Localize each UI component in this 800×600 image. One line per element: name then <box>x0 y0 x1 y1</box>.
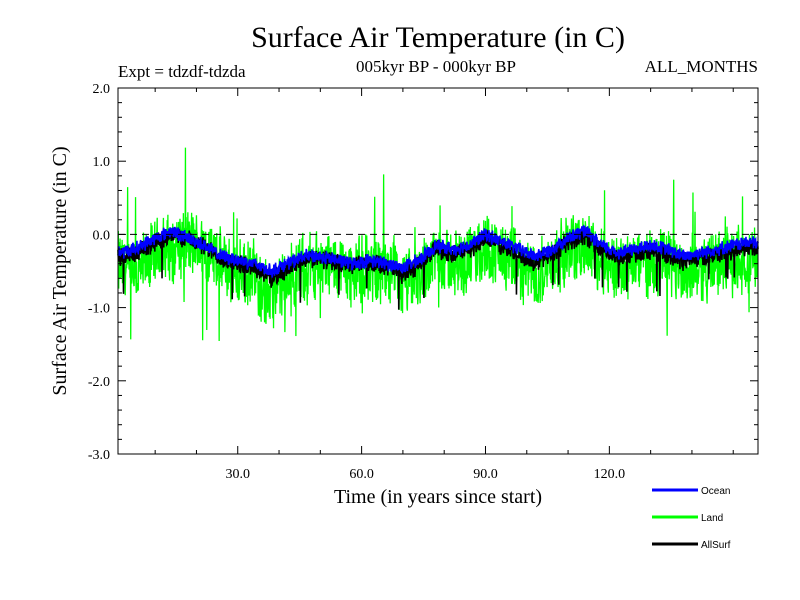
y-tick-label: 0.0 <box>93 228 111 243</box>
y-tick-label: -2.0 <box>88 375 110 390</box>
chart-title: Surface Air Temperature (in C) <box>251 21 625 54</box>
y-tick-label: -3.0 <box>88 448 110 463</box>
x-axis-label: Time (in years since start) <box>334 486 542 508</box>
y-tick-label: -1.0 <box>88 302 110 317</box>
period-label: 005kyr BP - 000kyr BP <box>356 57 516 76</box>
x-tick-label: 30.0 <box>225 467 250 482</box>
x-tick-label: 90.0 <box>473 467 498 482</box>
series-line-ocean <box>117 224 759 278</box>
plot-area <box>117 147 759 341</box>
x-tick-label: 120.0 <box>594 467 626 482</box>
months-label: ALL_MONTHS <box>645 57 758 76</box>
y-tick-label: 1.0 <box>93 155 111 170</box>
x-tick-label: 60.0 <box>349 467 374 482</box>
experiment-label: Expt = tdzdf-tdzda <box>118 62 246 81</box>
legend-label-ocean: Ocean <box>701 486 730 497</box>
y-axis-label: Surface Air Temperature (in C) <box>49 146 71 395</box>
legend-label-land: Land <box>701 513 723 524</box>
legend: Ocean Land AllSurf <box>652 486 731 551</box>
plot-frame <box>117 87 759 455</box>
axes: -3.0 -2.0 -1.0 0.0 1.0 2.0 30.0 60.0 90.0 120.0 <box>88 82 758 482</box>
legend-label-allsurf: AllSurf <box>701 540 731 551</box>
y-tick-label: 2.0 <box>93 82 111 97</box>
